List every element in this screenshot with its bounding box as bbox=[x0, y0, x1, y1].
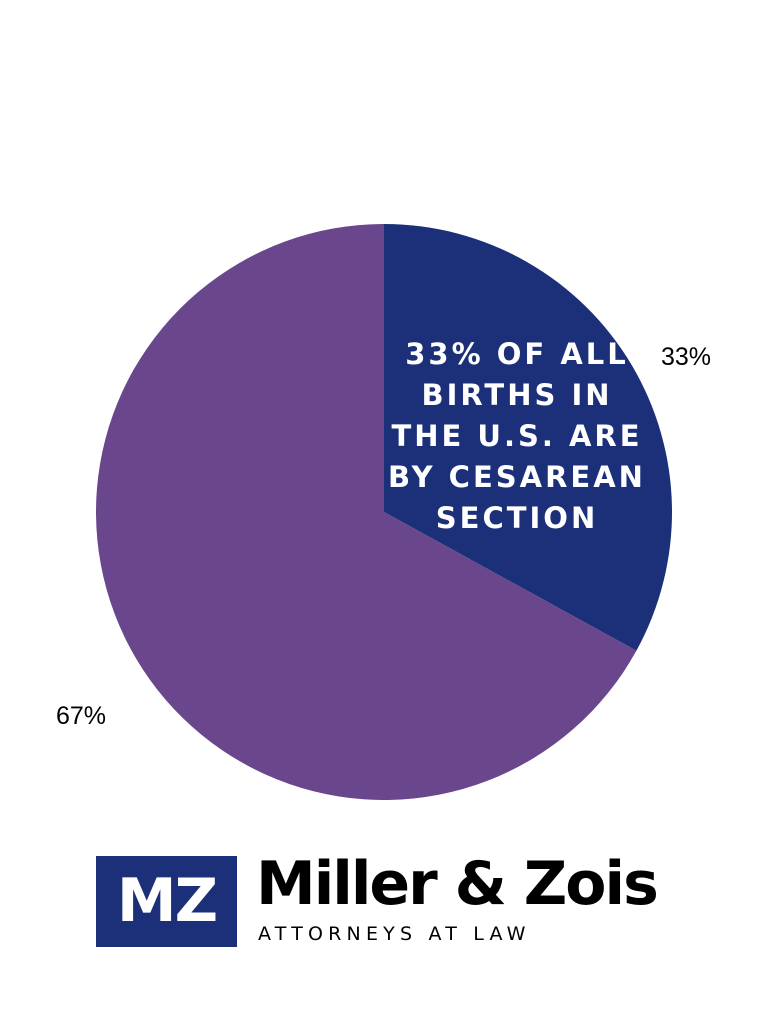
pie-slice-2 bbox=[96, 224, 637, 800]
annotation-line-1: 33% OF ALL bbox=[405, 337, 628, 371]
chart-annotation: 33% OF ALL BIRTHS IN THE U.S. ARE BY CESARE… bbox=[388, 337, 646, 535]
logo-tagline: ATTORNEYS AT LAW bbox=[258, 923, 531, 945]
firm-logo: MZ Miller & Zois ATTORNEYS AT LAW bbox=[96, 849, 676, 948]
logo-firm-name: Miller & Zois bbox=[256, 849, 659, 919]
slice-data-label-2: 67% bbox=[56, 702, 106, 730]
logo-mark-box: MZ bbox=[96, 856, 237, 947]
annotation-line-3: THE U.S. ARE bbox=[391, 419, 642, 453]
slice-data-labels: 33% 67% bbox=[56, 343, 711, 730]
annotation-line-4: BY CESAREAN bbox=[388, 460, 646, 494]
annotation-line-2: BIRTHS IN bbox=[421, 378, 612, 412]
annotation-line-5: SECTION bbox=[436, 501, 598, 535]
slice-data-label-1: 33% bbox=[661, 343, 711, 371]
pie-slice-1 bbox=[384, 224, 673, 651]
pie-slices bbox=[96, 224, 673, 800]
logo-mark-text: MZ bbox=[116, 866, 218, 936]
